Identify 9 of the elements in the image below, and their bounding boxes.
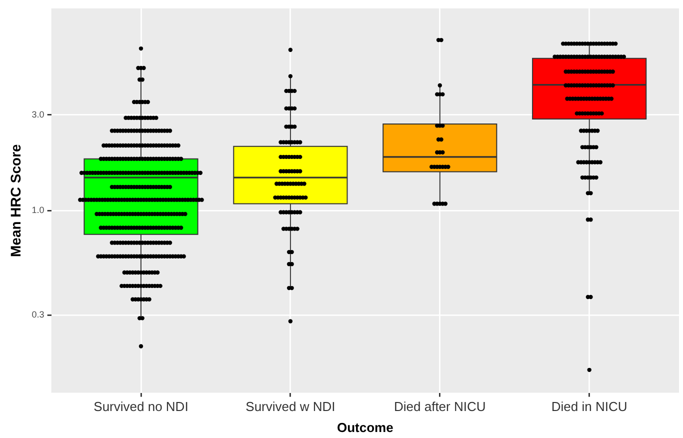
y-tick-label: 0.3 <box>32 310 44 320</box>
x-tick-label: Died in NICU <box>551 399 628 414</box>
x-axis-title: Outcome <box>336 420 394 435</box>
x-tick-label: Died after NICU <box>394 399 486 414</box>
y-tick-label: 1.0 <box>32 204 44 215</box>
x-tick-label: Survived w NDI <box>246 399 336 414</box>
x-tick-label: Survived no NDI <box>94 399 188 414</box>
y-axis-title: Mean HRC Score <box>7 144 24 258</box>
y-tick-label: 3.0 <box>32 109 44 120</box>
